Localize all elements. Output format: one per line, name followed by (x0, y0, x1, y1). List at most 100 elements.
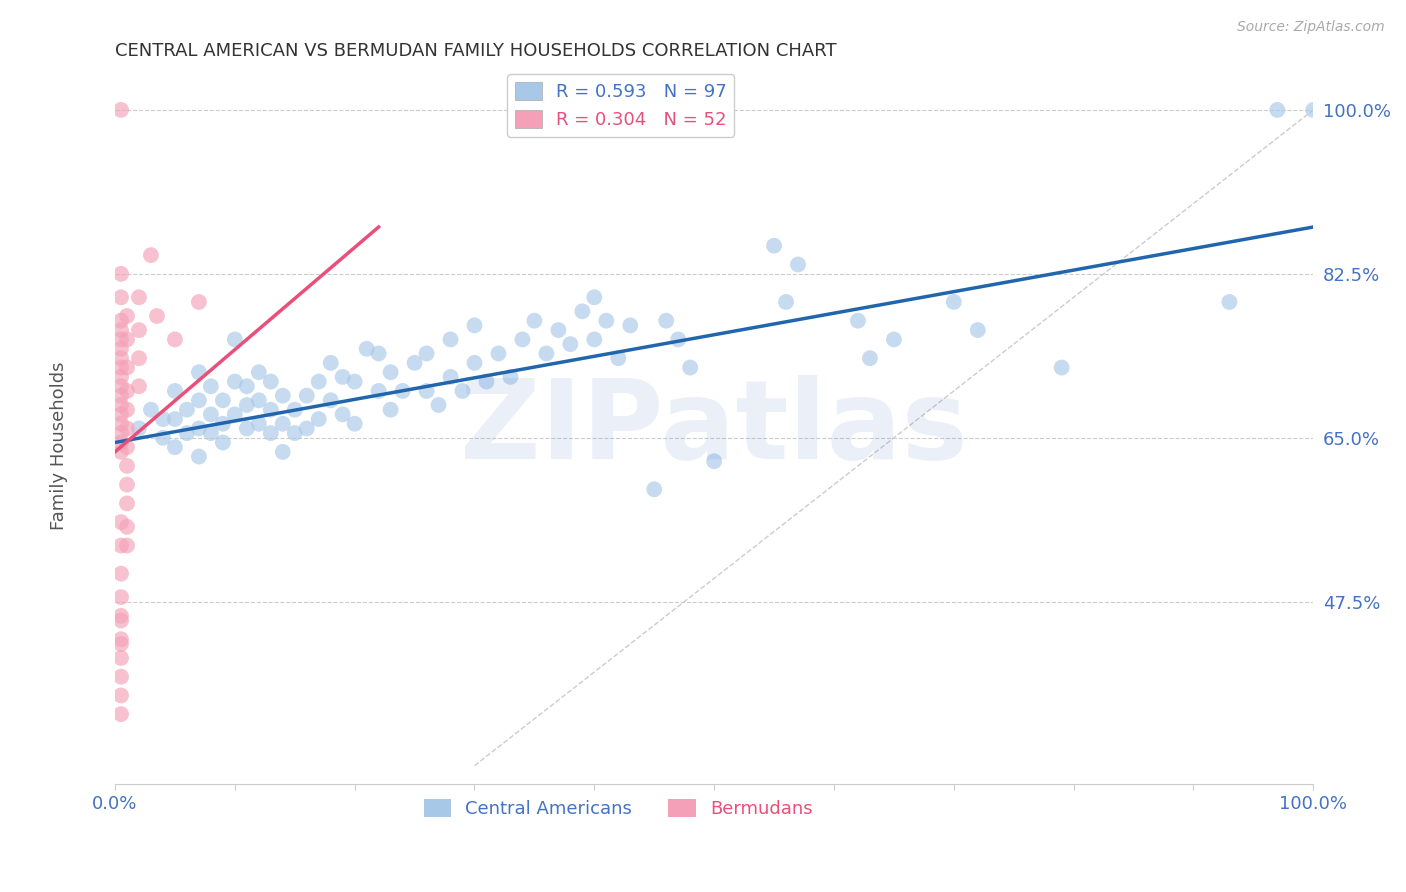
Point (679, 360, 702, 375)
Point (247, 393, 270, 408)
Point (332, 370, 354, 384)
Point (163, 440, 186, 454)
Point (560, 337, 582, 351)
Point (703, 454, 725, 468)
Point (128, 421, 150, 435)
Point (110, 379, 132, 393)
Point (200, 426, 222, 441)
Point (110, 608, 132, 623)
Point (787, 258, 810, 272)
Point (110, 445, 132, 459)
Point (439, 333, 461, 347)
Point (115, 539, 138, 553)
Text: Source: ZipAtlas.com: Source: ZipAtlas.com (1237, 20, 1385, 34)
Point (115, 458, 138, 473)
Point (224, 408, 246, 422)
Point (110, 103, 132, 117)
Point (115, 333, 138, 347)
Point (380, 402, 402, 417)
Point (260, 426, 283, 441)
Point (110, 314, 132, 328)
Point (224, 333, 246, 347)
Point (319, 356, 342, 370)
Point (271, 417, 294, 431)
Point (115, 384, 138, 398)
Point (775, 295, 797, 310)
Point (187, 393, 209, 408)
Point (583, 290, 606, 304)
Point (236, 421, 259, 435)
Point (512, 333, 534, 347)
Point (110, 637, 132, 651)
Point (319, 393, 342, 408)
Point (110, 614, 132, 628)
Point (110, 398, 132, 412)
Point (595, 314, 617, 328)
Point (643, 483, 665, 497)
Point (115, 360, 138, 375)
Text: Family Households: Family Households (51, 362, 67, 530)
Point (271, 389, 294, 403)
Point (404, 356, 426, 370)
Point (212, 393, 235, 408)
Point (110, 408, 132, 422)
Point (666, 333, 689, 347)
Point (332, 408, 354, 422)
Point (1218, 295, 1240, 310)
Point (115, 309, 138, 323)
Point (583, 333, 606, 347)
Point (110, 651, 132, 665)
Point (163, 333, 186, 347)
Point (966, 323, 988, 337)
Point (271, 445, 294, 459)
Point (163, 384, 186, 398)
Point (356, 342, 378, 356)
Point (655, 314, 678, 328)
Point (380, 365, 402, 379)
Point (488, 346, 510, 360)
Point (295, 421, 318, 435)
Point (128, 290, 150, 304)
Point (308, 375, 330, 389)
Point (1265, 103, 1288, 117)
Point (115, 402, 138, 417)
Legend: Central Americans, Bermudans: Central Americans, Bermudans (416, 791, 820, 825)
Point (260, 375, 283, 389)
Point (115, 421, 138, 435)
Point (308, 412, 330, 426)
Point (1302, 103, 1324, 117)
Point (463, 318, 485, 333)
Point (415, 384, 437, 398)
Point (187, 295, 209, 310)
Point (247, 417, 270, 431)
Point (187, 421, 209, 435)
Point (343, 417, 366, 431)
Point (571, 304, 593, 318)
Point (128, 379, 150, 393)
Point (110, 566, 132, 581)
Point (859, 351, 882, 366)
Point (139, 402, 162, 417)
Point (110, 370, 132, 384)
Point (284, 426, 307, 441)
Point (110, 632, 132, 647)
Point (110, 351, 132, 366)
Point (115, 477, 138, 491)
Point (391, 384, 413, 398)
Point (846, 314, 869, 328)
Point (883, 333, 905, 347)
Point (343, 375, 366, 389)
Point (463, 356, 485, 370)
Point (367, 384, 389, 398)
Point (110, 342, 132, 356)
Point (110, 389, 132, 403)
Point (427, 398, 450, 412)
Point (110, 689, 132, 703)
Point (110, 323, 132, 337)
Point (200, 408, 222, 422)
Point (139, 248, 162, 262)
Point (146, 309, 169, 323)
Point (236, 398, 259, 412)
Point (295, 389, 318, 403)
Point (260, 402, 283, 417)
